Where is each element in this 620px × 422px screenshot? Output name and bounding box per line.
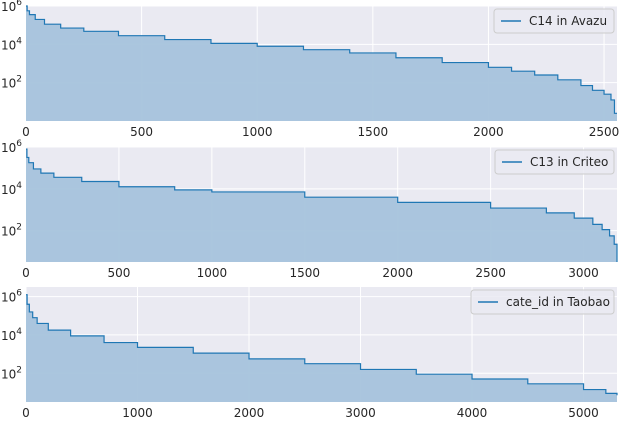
x-tick-label: 2500 (475, 266, 506, 280)
x-tick-label: 1000 (122, 406, 153, 420)
x-tick-label: 4000 (457, 406, 488, 420)
x-tick-label: 0 (22, 125, 30, 139)
x-tick-label: 500 (107, 266, 130, 280)
x-tick-label: 1500 (290, 266, 321, 280)
legend-box (494, 149, 615, 175)
x-tick-label: 1000 (197, 266, 228, 280)
x-tick-label: 2000 (234, 406, 265, 420)
y-tick-label: 106 (1, 0, 22, 14)
y-tick-label: 104 (1, 327, 22, 343)
y-tick-label: 102 (1, 365, 22, 381)
y-tick-label: 104 (1, 181, 22, 197)
x-tick-label: 0 (22, 406, 30, 420)
x-tick-label: 2500 (589, 125, 620, 139)
legend-label: C14 in Avazu (529, 14, 607, 28)
series-line (26, 5, 617, 114)
legend: C14 in Avazu (493, 8, 615, 34)
legend-box (493, 8, 615, 34)
series-area-fill (26, 149, 617, 262)
legend-label: C13 in Criteo (530, 155, 608, 169)
legend: cate_id in Taobao (470, 289, 615, 315)
series-line (26, 294, 618, 396)
x-tick-label: 5000 (568, 406, 599, 420)
x-tick-label: 2000 (382, 266, 413, 280)
y-tick-label: 106 (1, 289, 22, 305)
legend-label: cate_id in Taobao (506, 295, 610, 309)
y-tick-label: 102 (1, 223, 22, 239)
series-line (26, 148, 618, 262)
x-tick-label: 0 (22, 266, 30, 280)
series-area-fill (26, 6, 617, 121)
y-tick-label: 106 (1, 139, 22, 155)
x-tick-label: 1500 (358, 125, 389, 139)
chart-panel-1: 0 500 1000 1500 2000 2500 106 104 102 C14 in Avaz… (1, 0, 619, 139)
x-tick-label: 3000 (568, 266, 599, 280)
y-tick-label: 104 (1, 36, 22, 52)
series-area-fill (26, 294, 617, 402)
x-tick-label: 2000 (473, 125, 504, 139)
y-tick-label: 102 (1, 75, 22, 91)
x-tick-label: 1000 (242, 125, 273, 139)
x-tick-label: 3000 (345, 406, 376, 420)
chart-panel-2: 0 500 1000 1500 2000 2500 3000 106 104 102 C13 in … (1, 139, 618, 280)
legend-box (470, 289, 615, 315)
x-tick-label: 500 (130, 125, 153, 139)
chart-panel-3: 0 1000 2000 3000 4000 5000 106 104 102 cate_id in… (1, 287, 618, 420)
legend: C13 in Criteo (494, 149, 615, 175)
